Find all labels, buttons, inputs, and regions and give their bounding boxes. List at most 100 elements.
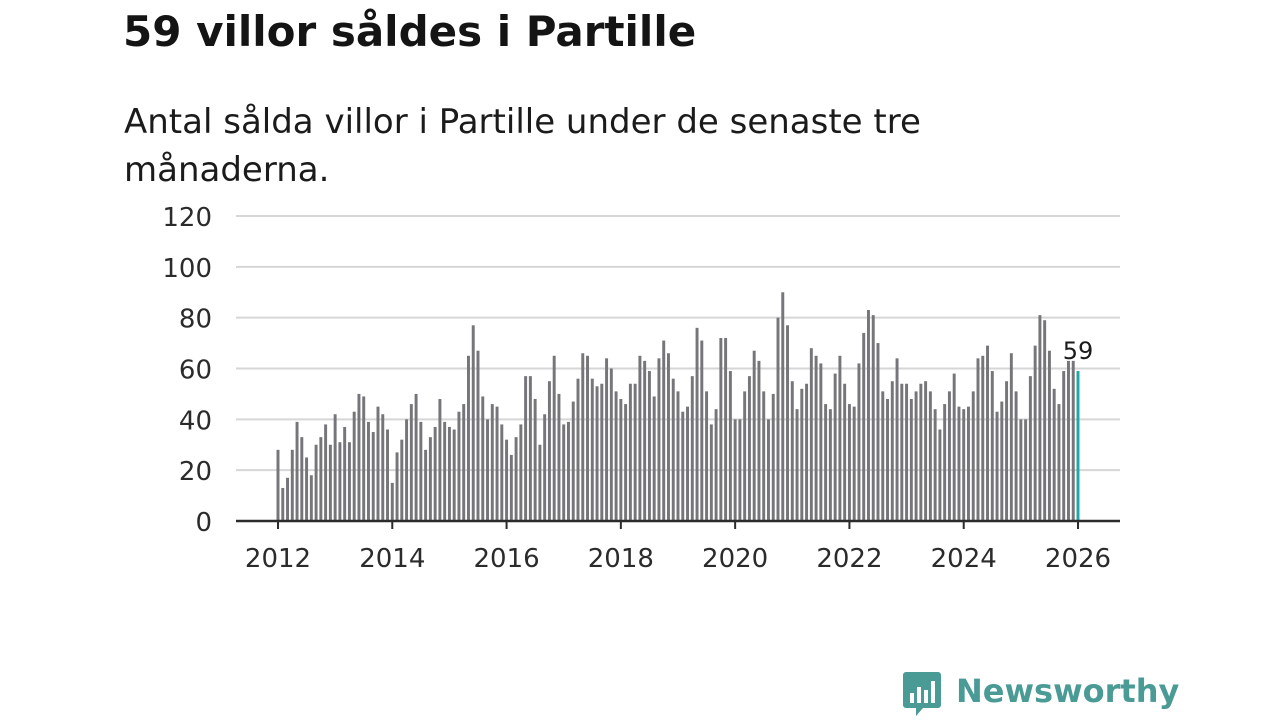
bar	[409, 404, 413, 521]
bar	[1019, 419, 1023, 521]
bar	[767, 419, 770, 521]
bar	[314, 444, 318, 521]
bar	[752, 350, 756, 521]
bar	[333, 414, 337, 521]
bar	[524, 376, 528, 522]
bar	[538, 444, 542, 521]
bar	[876, 343, 880, 521]
bar	[633, 383, 637, 521]
bar	[452, 429, 456, 521]
bar	[600, 383, 604, 521]
x-tick-label: 2012	[245, 544, 311, 574]
y-tick-label: 60	[179, 356, 212, 386]
bar	[443, 421, 447, 522]
x-tick-label: 2020	[702, 544, 768, 574]
bar	[1043, 320, 1047, 521]
bar	[700, 340, 704, 521]
bar	[309, 475, 313, 521]
bar	[762, 391, 766, 522]
bar	[624, 404, 628, 521]
bar	[900, 383, 904, 521]
x-tick-label: 2024	[931, 544, 997, 574]
bar	[847, 404, 851, 521]
newsworthy-logo-icon	[903, 672, 941, 716]
bar	[490, 404, 494, 521]
bar	[547, 381, 551, 521]
bar	[981, 355, 985, 521]
bar	[557, 393, 561, 521]
bar	[471, 325, 475, 521]
bar	[781, 292, 785, 521]
bar	[676, 391, 680, 522]
bar	[647, 371, 651, 521]
bar	[947, 391, 951, 522]
bar	[486, 419, 489, 521]
bar	[771, 393, 775, 521]
chart-subtitle: Antal sålda villor i Partille under de s…	[124, 102, 921, 190]
bar	[395, 452, 399, 522]
bar	[614, 391, 618, 522]
bar	[419, 421, 423, 522]
bar	[586, 355, 589, 521]
bar	[386, 429, 389, 521]
bar	[352, 411, 356, 521]
bar	[457, 411, 461, 521]
bar	[562, 424, 566, 521]
bar	[438, 399, 442, 521]
bar	[628, 383, 632, 521]
bar	[819, 363, 823, 521]
data-label-latest: 59	[1063, 337, 1094, 365]
bar	[481, 396, 485, 521]
bar	[790, 381, 794, 521]
bar	[986, 345, 989, 522]
bar	[714, 409, 718, 521]
bar	[400, 439, 404, 521]
y-tick-label: 40	[179, 406, 212, 436]
bar	[357, 393, 361, 521]
bar	[319, 437, 323, 522]
bar	[862, 332, 866, 521]
bar	[362, 396, 366, 521]
bar	[686, 406, 689, 522]
bar	[590, 378, 594, 521]
bar	[743, 391, 747, 522]
bar	[1057, 404, 1061, 521]
bar	[776, 317, 780, 521]
bar	[962, 409, 966, 521]
bar	[447, 426, 451, 521]
bar	[786, 325, 789, 521]
bar	[1014, 391, 1018, 522]
bar	[747, 376, 751, 522]
bar	[914, 391, 918, 522]
bar	[805, 383, 809, 521]
x-tick-label: 2022	[816, 544, 882, 574]
bar	[695, 327, 699, 521]
bar	[852, 406, 856, 522]
bar	[571, 401, 575, 521]
bar	[1038, 315, 1042, 522]
bar	[552, 355, 556, 521]
bar	[728, 371, 732, 521]
bar	[667, 353, 670, 521]
bar	[886, 399, 889, 521]
page-title: 59 villor såldes i Partille	[123, 7, 697, 56]
bar	[709, 424, 713, 521]
bar	[305, 457, 309, 521]
bar	[919, 383, 923, 521]
bar	[495, 406, 499, 522]
bar	[1067, 360, 1070, 522]
bar-latest	[1076, 371, 1080, 521]
bar-chart: 0 20 40 60 80 100 120 59 2012 2014 2016 2018 2020 202…	[162, 203, 1120, 574]
bar	[609, 368, 613, 521]
brand-logo: Newsworthy	[902, 670, 1179, 718]
bar	[933, 409, 937, 521]
bar	[833, 373, 837, 521]
bar	[824, 404, 828, 521]
bar	[1028, 376, 1032, 522]
bar	[838, 355, 842, 521]
bar	[1024, 419, 1028, 521]
bar	[519, 424, 523, 521]
bar	[757, 360, 761, 522]
bar	[1047, 350, 1051, 521]
bar	[543, 414, 547, 521]
